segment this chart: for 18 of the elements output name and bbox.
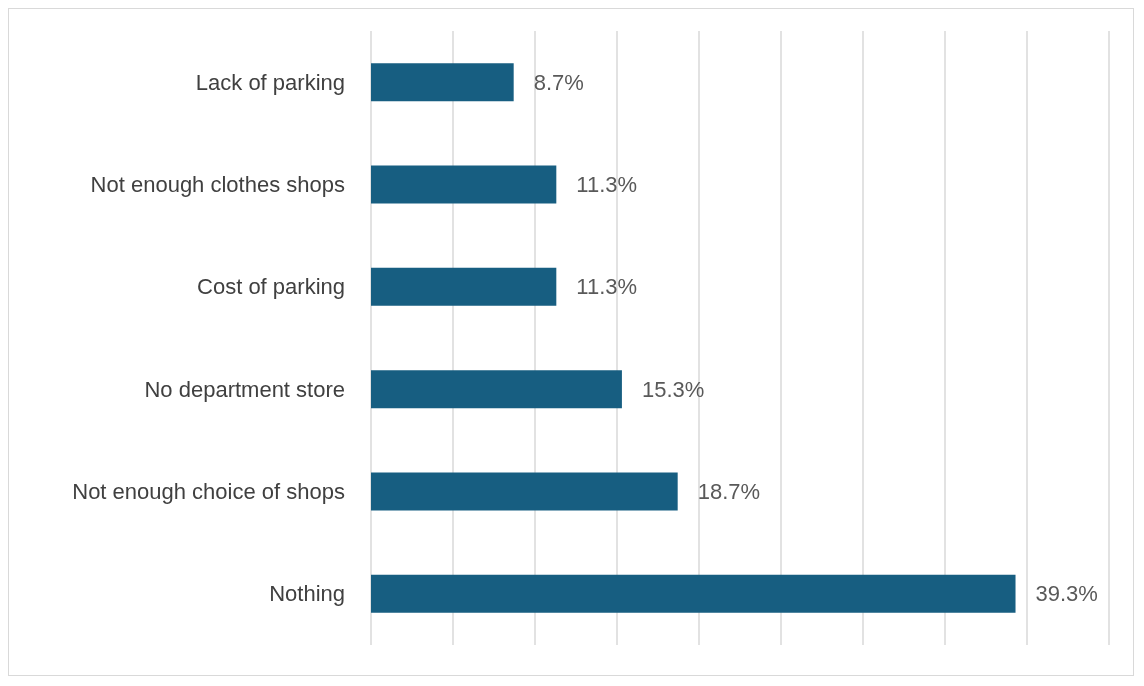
y-tick-label: Not enough clothes shops [90,172,345,197]
bar [371,574,1016,613]
y-tick-label: No department store [144,376,345,402]
bar [371,63,514,102]
bar [371,472,678,511]
bar [371,370,622,409]
data-label: 11.3% [576,172,638,197]
data-label: 8.7% [533,69,584,95]
data-label: 15.3% [641,376,705,402]
y-tick-label: Cost of parking [197,274,345,300]
data-label: 39.3% [1035,581,1098,607]
y-tick-label: Not enough choice of shops [72,479,345,504]
y-tick-label: Lack of parking [195,69,345,95]
bar [371,165,557,204]
y-tick-label: Nothing [269,581,345,607]
data-label: 18.7% [697,479,761,504]
bar [371,267,557,306]
data-label: 11.3% [576,274,638,300]
